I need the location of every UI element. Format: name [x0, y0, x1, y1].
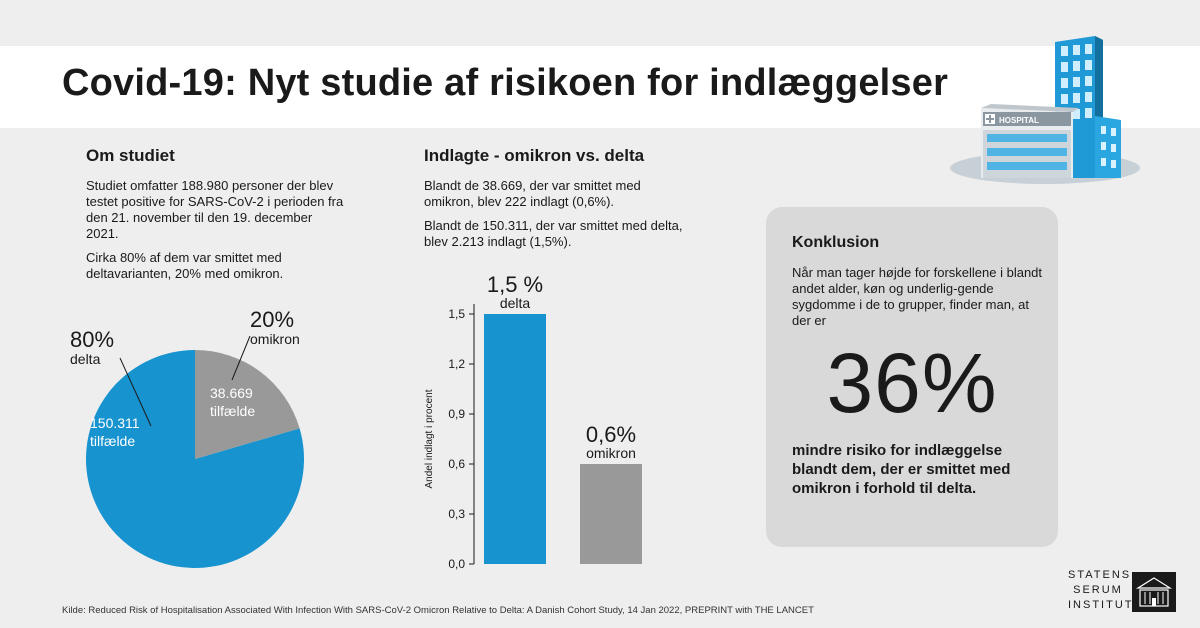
bar-delta [484, 314, 546, 564]
omikron-percent-label: 20% [250, 307, 294, 332]
page-title: Covid-19: Nyt studie af risikoen for ind… [62, 62, 949, 104]
conclusion-percent: 36% [826, 336, 998, 430]
delta-count-label: 150.311 [90, 415, 140, 431]
bar-value-label-omikron: 0,6% [586, 422, 636, 447]
y-tick-label: 0,6 [448, 457, 465, 471]
bar-category-label-delta: delta [500, 295, 531, 311]
delta-name-label: delta [70, 351, 101, 367]
y-tick-label: 1,5 [448, 307, 465, 321]
bar-omikron [580, 464, 642, 564]
hospitalized-text-1: Blandt de 38.669, der var smittet med om… [424, 178, 641, 209]
hospitalized-text-2: Blandt de 150.311, der var smittet med d… [424, 218, 683, 249]
delta-unit-label: tilfælde [90, 433, 135, 449]
logo-line-2: SERUM [1073, 584, 1123, 596]
about-text-2: Cirka 80% af dem var smittet med deltava… [86, 250, 284, 281]
ssi-logo-text: STATENS SERUM INSTITUT [1068, 568, 1134, 613]
y-axis-title: Andel indlagt i procent [424, 389, 435, 488]
omikron-leader-line [231, 335, 251, 381]
omikron-count-label: 38.669 [210, 385, 253, 401]
logo-line-1: STATENS [1068, 569, 1132, 581]
conclusion-title: Konklusion [792, 234, 880, 251]
conclusion-text: Når man tager højde for forskellene i bl… [792, 265, 1043, 328]
hospital-sign-text: HOSPITAL [999, 116, 1039, 125]
ssi-logo-building-icon [1132, 572, 1176, 612]
delta-percent-label: 80% [70, 327, 114, 352]
delta-leader-line [119, 357, 152, 427]
pie-chart: 80% delta 20% omikron 38.669 tilfælde 15… [70, 307, 305, 568]
bar-category-label-omikron: omikron [586, 445, 636, 461]
omikron-unit-label: tilfælde [210, 403, 255, 419]
bar-chart: Andel indlagt i procent 0,0 0,3 0,6 0,9 1,2 1… [424, 272, 642, 571]
y-tick-label: 1,2 [448, 357, 465, 371]
source-note: Kilde: Reduced Risk of Hospitalisation A… [62, 605, 814, 616]
y-tick-label: 0,9 [448, 407, 465, 421]
about-title: Om studiet [86, 146, 175, 165]
pie-slice-omikron [195, 350, 300, 459]
conclusion-bottom-text: mindre risiko for indlæggelse blandt dem… [792, 442, 1011, 497]
omikron-name-label: omikron [250, 331, 300, 347]
bar-value-label-delta: 1,5 % [487, 272, 543, 297]
about-text-1: Studiet omfatter 188.980 personer der bl… [86, 178, 344, 241]
conclusion-box: Konklusion Når man tager højde for forsk… [766, 207, 1058, 547]
y-tick-label: 0,0 [448, 557, 465, 571]
hospitalized-title: Indlagte - omikron vs. delta [424, 146, 645, 165]
hospital-building-icon: HOSPITAL [950, 36, 1140, 184]
logo-line-3: INSTITUT [1068, 599, 1134, 611]
y-tick-label: 0,3 [448, 507, 465, 521]
